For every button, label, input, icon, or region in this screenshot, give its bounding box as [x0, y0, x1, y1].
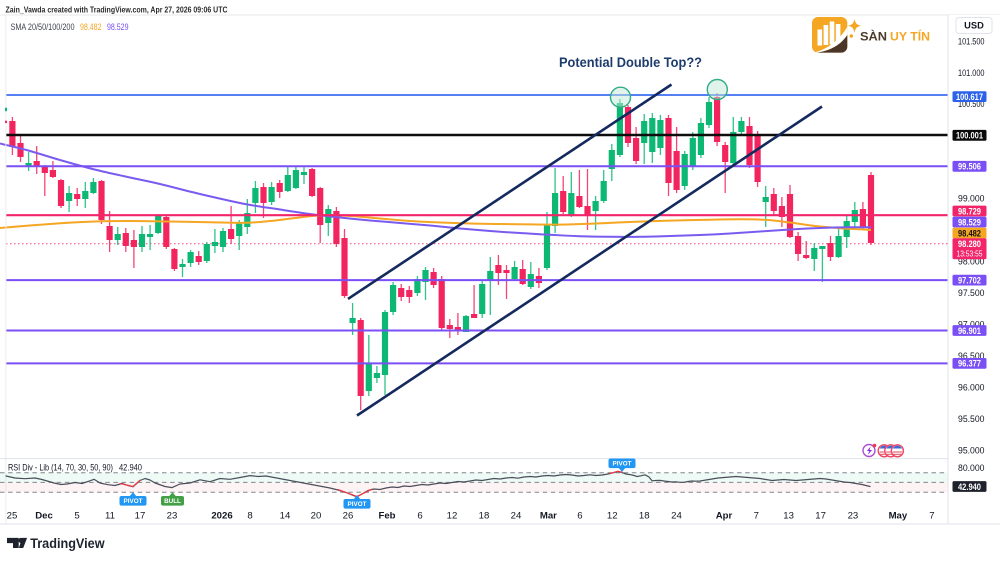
svg-text:98.000: 98.000: [958, 256, 985, 267]
svg-text:7: 7: [754, 511, 759, 522]
svg-text:20: 20: [311, 511, 322, 522]
svg-text:12: 12: [447, 511, 458, 522]
svg-text:98.529: 98.529: [958, 217, 981, 227]
svg-text:18: 18: [639, 511, 650, 522]
svg-text:97.500: 97.500: [958, 287, 985, 298]
svg-text:98.482: 98.482: [80, 22, 102, 32]
svg-text:97.702: 97.702: [958, 275, 981, 285]
svg-text:PIVOT: PIVOT: [124, 498, 143, 505]
svg-text:USD: USD: [964, 21, 984, 31]
svg-text:101.500: 101.500: [958, 35, 985, 46]
svg-text:2026: 2026: [211, 511, 232, 522]
svg-text:25: 25: [7, 511, 18, 522]
svg-text:100.001: 100.001: [956, 131, 983, 141]
svg-text:TradingView: TradingView: [30, 536, 105, 551]
svg-text:RSI Div - Lib (14, 70, 30, 50,: RSI Div - Lib (14, 70, 30, 50, 90): [8, 462, 113, 472]
svg-text:6: 6: [417, 511, 422, 522]
svg-text:5: 5: [74, 511, 79, 522]
svg-text:Apr: Apr: [716, 511, 733, 522]
svg-text:95.000: 95.000: [958, 445, 985, 456]
svg-text:13: 13: [783, 511, 794, 522]
svg-text:13:53:55: 13:53:55: [957, 249, 983, 259]
svg-text:BULL: BULL: [164, 498, 181, 505]
svg-text:12: 12: [607, 511, 618, 522]
svg-text:24: 24: [511, 511, 522, 522]
svg-text:May: May: [889, 511, 908, 522]
svg-text:14: 14: [280, 511, 291, 522]
svg-text:98.280: 98.280: [958, 239, 981, 249]
svg-text:96.377: 96.377: [958, 359, 981, 369]
svg-text:96.500: 96.500: [958, 350, 985, 361]
svg-text:7: 7: [929, 511, 934, 522]
svg-text:11: 11: [105, 511, 115, 522]
svg-text:42.940: 42.940: [958, 482, 981, 492]
svg-text:18: 18: [479, 511, 490, 522]
svg-text:6: 6: [577, 511, 582, 522]
svg-text:97.000: 97.000: [958, 319, 985, 330]
svg-text:PIVOT: PIVOT: [613, 461, 632, 468]
svg-text:Mar: Mar: [540, 511, 557, 522]
svg-text:Potential Double Top??: Potential Double Top??: [559, 55, 702, 70]
svg-text:SMA 20/50/100/200: SMA 20/50/100/200: [11, 22, 75, 32]
svg-text:8: 8: [247, 511, 252, 522]
svg-text:98.529: 98.529: [107, 22, 129, 32]
svg-text:26: 26: [343, 511, 354, 522]
svg-text:23: 23: [848, 511, 859, 522]
svg-text:98.482: 98.482: [958, 228, 981, 238]
svg-text:95.500: 95.500: [958, 413, 985, 424]
svg-text:99.506: 99.506: [958, 162, 981, 172]
svg-text:17: 17: [815, 511, 826, 522]
svg-text:UY TÍN: UY TÍN: [890, 30, 930, 43]
svg-text:Dec: Dec: [35, 511, 53, 522]
svg-text:42.940: 42.940: [119, 462, 142, 472]
svg-text:98.729: 98.729: [958, 206, 981, 216]
svg-text:17: 17: [135, 511, 146, 522]
svg-text:24: 24: [671, 511, 682, 522]
svg-text:96.901: 96.901: [958, 326, 981, 336]
svg-text:80.000: 80.000: [958, 462, 985, 473]
svg-text:101.000: 101.000: [958, 67, 985, 78]
svg-text:PIVOT: PIVOT: [348, 501, 367, 508]
svg-text:23: 23: [167, 511, 178, 522]
svg-text:100.500: 100.500: [958, 98, 985, 109]
svg-text:100.617: 100.617: [956, 92, 983, 102]
svg-text:Zain_Vawda created with Tradin: Zain_Vawda created with TradingView.com,…: [6, 4, 228, 14]
svg-text:SÀN: SÀN: [860, 30, 887, 43]
svg-text:99.000: 99.000: [958, 193, 985, 204]
svg-text:Feb: Feb: [378, 511, 395, 522]
svg-text:96.000: 96.000: [958, 382, 985, 393]
